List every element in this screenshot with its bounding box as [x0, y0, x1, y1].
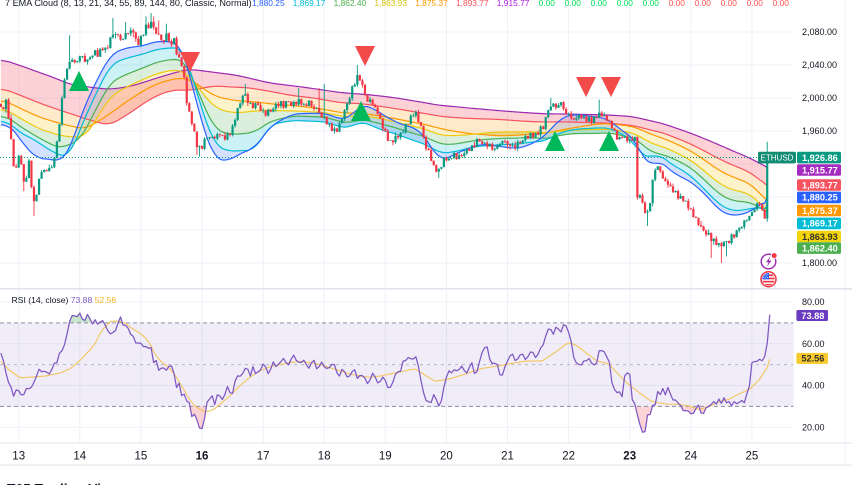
- svg-text:17: 17: [257, 451, 270, 463]
- svg-text:1,869.17: 1,869.17: [802, 219, 838, 229]
- svg-text:19: 19: [379, 451, 392, 463]
- svg-text:60.00: 60.00: [802, 339, 825, 349]
- svg-text:T65 Trading View: T65 Trading View: [7, 482, 120, 486]
- svg-text:16: 16: [196, 451, 209, 463]
- svg-text:20.00: 20.00: [802, 422, 825, 432]
- svg-text:15: 15: [135, 451, 148, 463]
- svg-text:13: 13: [12, 451, 25, 463]
- svg-text:1,875.37: 1,875.37: [802, 206, 838, 216]
- svg-text:52.56: 52.56: [801, 354, 824, 364]
- svg-text:23: 23: [623, 451, 636, 463]
- svg-text:1,880.25: 1,880.25: [802, 193, 838, 203]
- svg-text:2,000.00: 2,000.00: [802, 93, 837, 103]
- svg-text:2,040.00: 2,040.00: [802, 60, 837, 70]
- svg-text:18: 18: [318, 451, 331, 463]
- svg-text:1,960.00: 1,960.00: [802, 126, 837, 136]
- svg-text:20: 20: [440, 451, 453, 463]
- svg-text:1,800.00: 1,800.00: [802, 258, 837, 268]
- svg-text:7 EMA Cloud (8, 13, 21, 34, 55: 7 EMA Cloud (8, 13, 21, 34, 55, 89, 144,…: [5, 0, 789, 8]
- svg-text:1,893.77: 1,893.77: [802, 180, 838, 190]
- svg-text:80.00: 80.00: [802, 297, 825, 307]
- svg-text:14: 14: [73, 451, 86, 463]
- svg-text:1,926.86: 1,926.86: [802, 153, 838, 163]
- svg-text:1,862.40: 1,862.40: [802, 243, 838, 253]
- svg-text:73.88: 73.88: [801, 311, 824, 321]
- svg-text:22: 22: [562, 451, 575, 463]
- svg-text:ETHUSD: ETHUSD: [761, 154, 794, 163]
- svg-text:1,863.93: 1,863.93: [802, 232, 838, 242]
- svg-text:21: 21: [501, 451, 514, 463]
- svg-text:40.00: 40.00: [802, 381, 825, 391]
- svg-text:2,080.00: 2,080.00: [802, 27, 837, 37]
- svg-text:1,915.77: 1,915.77: [802, 165, 838, 175]
- svg-text:24: 24: [684, 451, 697, 463]
- svg-text:RSI (14, close) 73.88 52.56: RSI (14, close) 73.88 52.56: [12, 295, 117, 305]
- svg-text:25: 25: [746, 451, 759, 463]
